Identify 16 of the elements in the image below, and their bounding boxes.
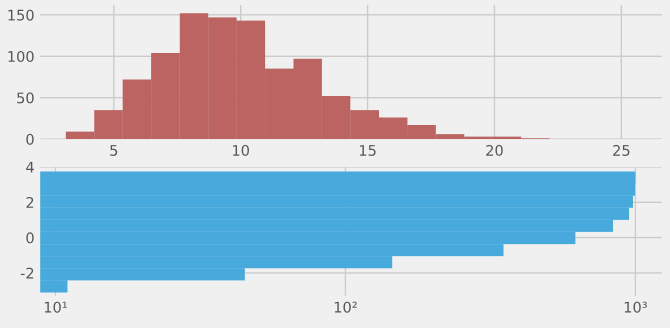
x-tick-label: 15 [360, 145, 376, 156]
x-tick-label: 20 [486, 144, 503, 156]
y-tick-label: 4 [26, 162, 34, 172]
x-tick-label: 10 [233, 144, 249, 156]
x-tick-label: 10¹ [44, 302, 67, 313]
y-tick-label: 0 [26, 134, 34, 145]
x-tick-label: 10³ [624, 302, 647, 313]
x-tick-label: 25 [613, 144, 630, 156]
x-tick-label: 5 [110, 145, 118, 156]
y-tick-label: -2 [20, 268, 34, 278]
y-tick-label: 50 [17, 92, 34, 104]
x-tick-label: 10² [334, 302, 357, 313]
y-tick-label: 2 [26, 196, 34, 208]
y-tick-label: 100 [8, 50, 34, 62]
y-tick-label: 150 [8, 10, 34, 21]
y-tick-label: 0 [26, 232, 34, 244]
